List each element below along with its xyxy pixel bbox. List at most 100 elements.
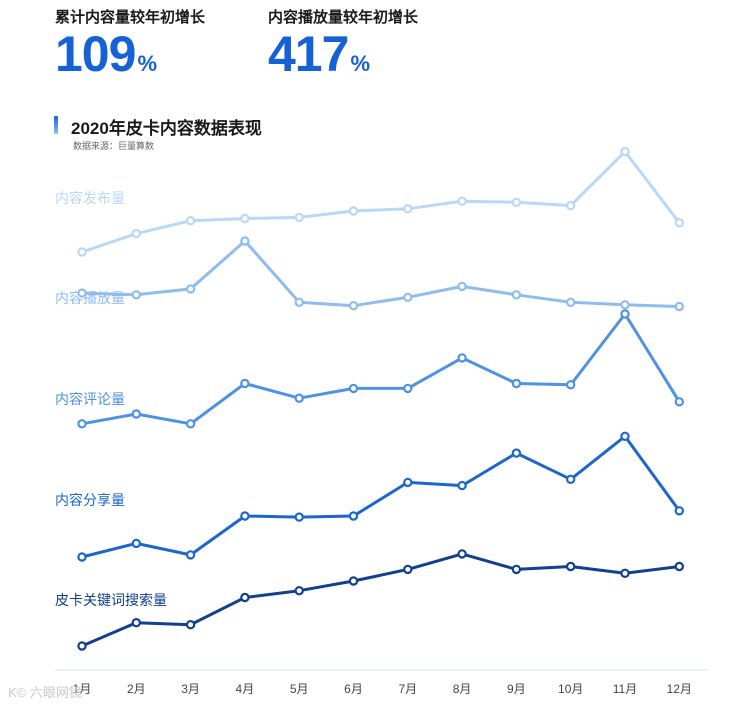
data-point	[240, 511, 250, 521]
data-point	[457, 480, 467, 491]
x-tick-label: 4月	[236, 682, 255, 696]
data-point	[240, 592, 250, 603]
data-point	[511, 378, 522, 389]
x-tick-label: 5月	[290, 682, 309, 696]
series-label: 皮卡关键词搜索量	[55, 592, 167, 608]
data-point	[77, 552, 87, 562]
data-point	[131, 228, 141, 239]
x-axis-ticks: 1月 2月 3月 4月 5月 6月 7月 8月 9月 10月 11月 12月	[73, 682, 692, 696]
data-point	[348, 511, 359, 521]
x-tick-label: 11月	[613, 682, 637, 696]
data-point	[131, 290, 141, 300]
series-2: 内容播放量	[55, 236, 685, 312]
data-point	[403, 564, 413, 575]
series-line	[80, 150, 681, 254]
data-point	[511, 290, 522, 300]
data-point	[511, 564, 522, 575]
data-point	[185, 550, 196, 560]
x-tick-label: 12月	[667, 682, 692, 696]
series-label: 内容发布量	[55, 190, 125, 206]
series-line	[80, 312, 681, 426]
data-point	[294, 212, 304, 223]
data-point	[457, 196, 467, 206]
data-point	[403, 383, 413, 394]
data-point	[185, 284, 196, 294]
series-1: 内容发布量	[55, 146, 685, 257]
data-point	[566, 200, 576, 211]
series-line	[80, 552, 681, 648]
series-5: 皮卡关键词搜索量	[55, 549, 685, 651]
data-point	[674, 506, 685, 516]
kpi-unit: %	[137, 51, 157, 76]
series-line	[80, 239, 681, 308]
data-point	[620, 300, 630, 310]
data-point	[348, 383, 359, 394]
series-label: 内容分享量	[55, 492, 125, 508]
kpi-unit: %	[350, 51, 370, 76]
x-tick-label: 1月	[73, 682, 92, 696]
data-point	[620, 309, 630, 319]
x-tick-label: 3月	[181, 682, 200, 696]
section-accent-bar	[54, 116, 58, 134]
data-point	[294, 586, 304, 596]
data-point	[566, 561, 576, 572]
data-point	[457, 549, 467, 559]
x-tick-label: 10月	[558, 682, 583, 696]
data-point	[620, 146, 630, 157]
x-tick-label: 8月	[453, 682, 472, 696]
data-point	[403, 292, 413, 302]
data-point	[185, 215, 196, 226]
data-point	[77, 288, 87, 298]
data-point	[294, 297, 304, 307]
x-tick-label: 2月	[127, 682, 146, 696]
data-point	[77, 419, 87, 429]
data-point	[294, 393, 304, 403]
data-point	[674, 561, 685, 572]
data-point	[348, 206, 359, 216]
kpi-number: 109	[55, 26, 136, 82]
series-4: 内容分享量	[55, 431, 685, 562]
data-point	[566, 474, 576, 484]
x-tick-label: 7月	[398, 682, 417, 696]
data-point	[403, 204, 413, 214]
data-point	[77, 641, 87, 651]
data-point	[674, 397, 685, 407]
x-tick-label: 6月	[344, 682, 363, 696]
data-point	[348, 576, 359, 586]
data-point	[620, 431, 630, 441]
data-point	[240, 213, 250, 224]
data-point	[131, 538, 141, 549]
series-label: 内容评论量	[55, 391, 125, 407]
data-point	[294, 512, 304, 522]
data-point	[457, 281, 467, 292]
data-point	[131, 409, 141, 419]
data-source-note: 数据来源：巨量算数	[73, 141, 155, 151]
data-point	[674, 301, 685, 312]
data-point	[348, 301, 359, 311]
data-point	[620, 568, 630, 579]
data-point	[403, 477, 413, 488]
kpi-label: 累计内容量较年初增长	[55, 9, 206, 26]
data-point	[457, 353, 467, 363]
data-point	[566, 297, 576, 307]
data-point	[185, 620, 196, 630]
data-point	[674, 218, 685, 228]
series-line	[80, 434, 681, 559]
data-point	[240, 378, 250, 389]
data-point	[240, 236, 250, 246]
watermark: K© 六眼网镜	[8, 685, 82, 700]
kpi-play-growth: 内容播放量较年初增长 417%	[268, 6, 418, 79]
data-point	[566, 380, 576, 390]
x-tick-label: 9月	[507, 682, 526, 696]
data-point	[511, 197, 522, 207]
kpi-value: 109%	[55, 29, 205, 79]
kpi-content-growth: 累计内容量较年初增长 109%	[55, 6, 205, 79]
section-header: 2020年皮卡内容数据表现 数据来源：巨量算数	[54, 114, 262, 152]
series-3: 内容评论量	[55, 309, 685, 429]
kpi-value: 417%	[268, 29, 418, 79]
section-title: 2020年皮卡内容数据表现	[71, 119, 262, 138]
data-point	[131, 618, 141, 628]
data-point	[511, 448, 522, 458]
kpi-label: 内容播放量较年初增长	[268, 9, 419, 26]
